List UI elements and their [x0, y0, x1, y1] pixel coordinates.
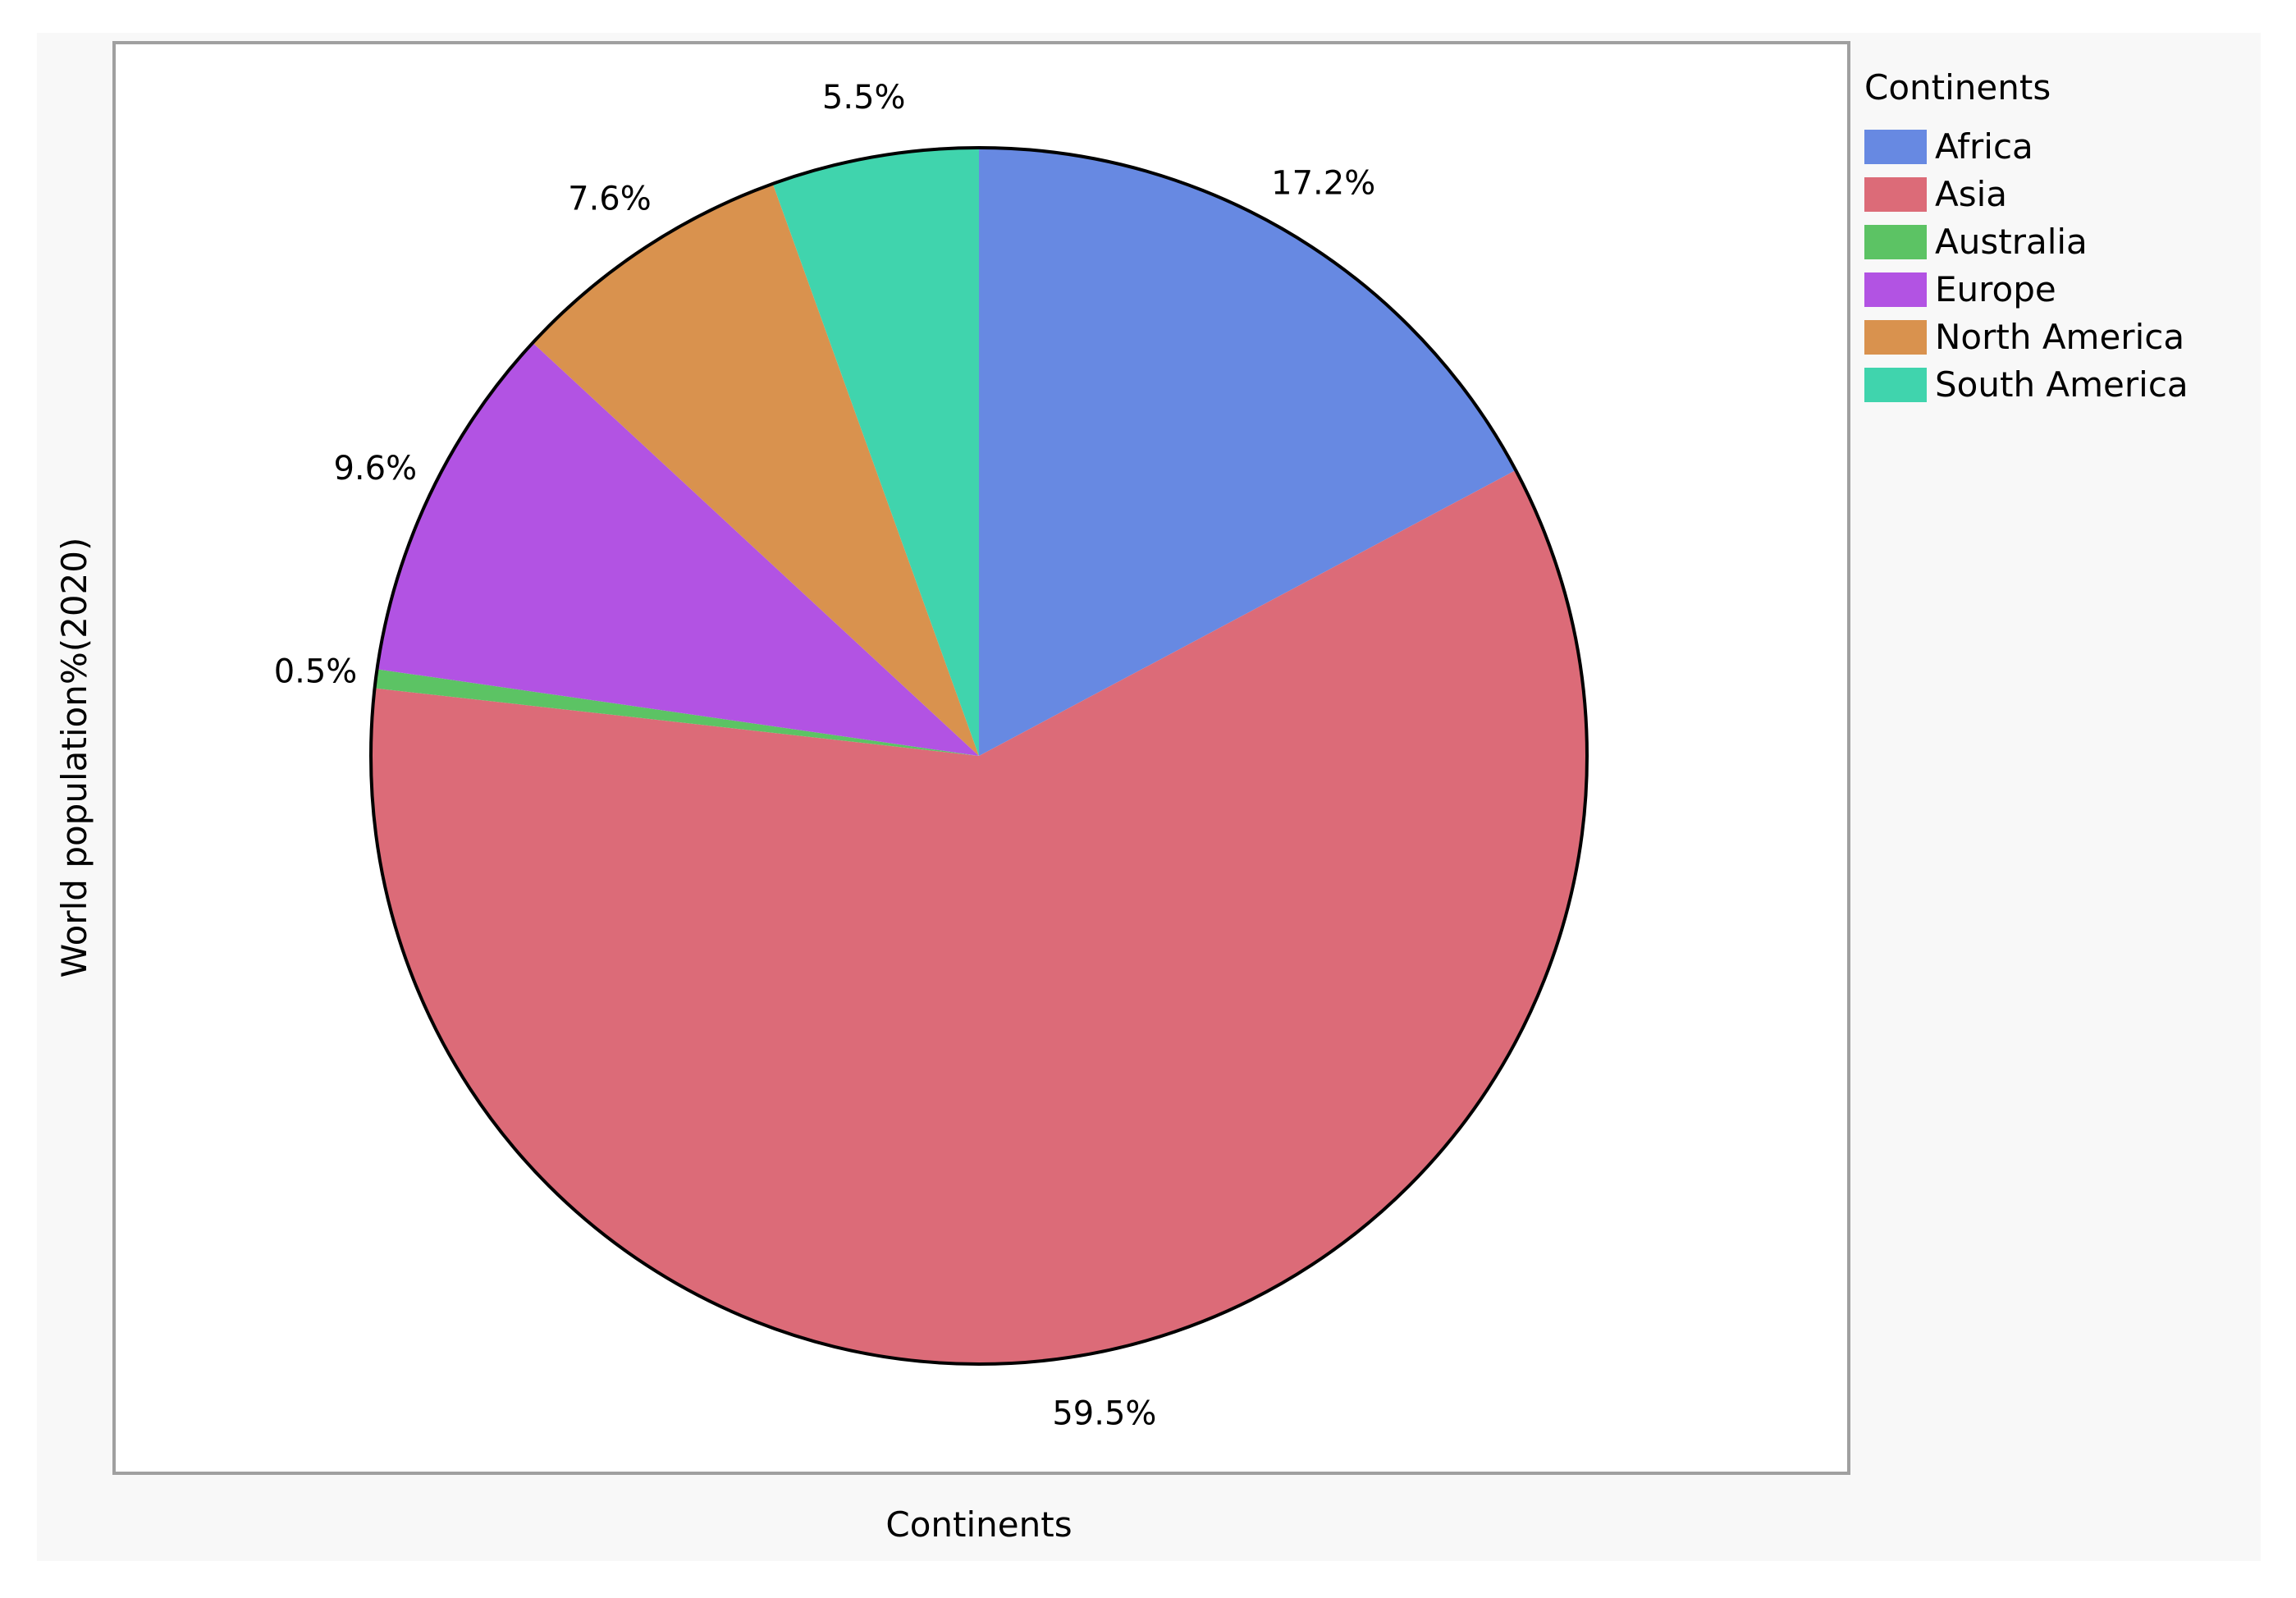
pie-slice-australia	[374, 669, 979, 756]
legend-swatch	[1864, 368, 1927, 402]
pie-slice-europe	[377, 342, 979, 756]
y-axis-label: World population%(2020)	[54, 538, 94, 978]
pie-slice-africa	[979, 148, 1516, 756]
pie-slices	[371, 148, 1588, 1365]
legend-label: Australia	[1935, 222, 2088, 262]
legend-label: Asia	[1935, 174, 2007, 214]
pie-outline	[369, 146, 1589, 1366]
legend-swatch	[1864, 320, 1927, 355]
legend-item-africa: Africa	[1864, 126, 2033, 167]
slice-labels: 17.2% 59.5% 0.5% 9.6% 7.6% 5.5%	[274, 79, 1376, 1433]
legend-swatch	[1864, 177, 1927, 212]
legend-label: Europe	[1935, 269, 2056, 309]
legend-label: South America	[1935, 364, 2189, 405]
legend-item-north-america: North America	[1864, 317, 2184, 357]
pie-slice-south-america	[772, 148, 979, 756]
x-axis-label: Continents	[885, 1504, 1072, 1545]
slice-label-africa: 17.2%	[1271, 164, 1375, 202]
legend: Continents Africa Asia Australia Europe Nort…	[1864, 67, 2189, 405]
legend-items: Africa Asia Australia Europe North America So…	[1864, 126, 2189, 405]
legend-item-australia: Australia	[1864, 222, 2088, 262]
pie-slice-asia	[371, 469, 1588, 1365]
legend-swatch	[1864, 272, 1927, 307]
slice-label-north-america: 7.6%	[568, 180, 652, 217]
legend-item-europe: Europe	[1864, 269, 2056, 309]
legend-label: North America	[1935, 317, 2184, 357]
legend-title: Continents	[1864, 67, 2051, 108]
legend-swatch	[1864, 225, 1927, 259]
slice-label-south-america: 5.5%	[822, 79, 906, 117]
slice-label-asia: 59.5%	[1052, 1395, 1156, 1433]
slice-label-europe: 9.6%	[333, 450, 417, 488]
legend-item-south-america: South America	[1864, 364, 2189, 405]
legend-swatch	[1864, 130, 1927, 164]
pie-slice-north-america	[533, 183, 979, 756]
legend-label: Africa	[1935, 126, 2033, 167]
slice-label-australia: 0.5%	[274, 652, 358, 690]
legend-item-asia: Asia	[1864, 174, 2007, 214]
